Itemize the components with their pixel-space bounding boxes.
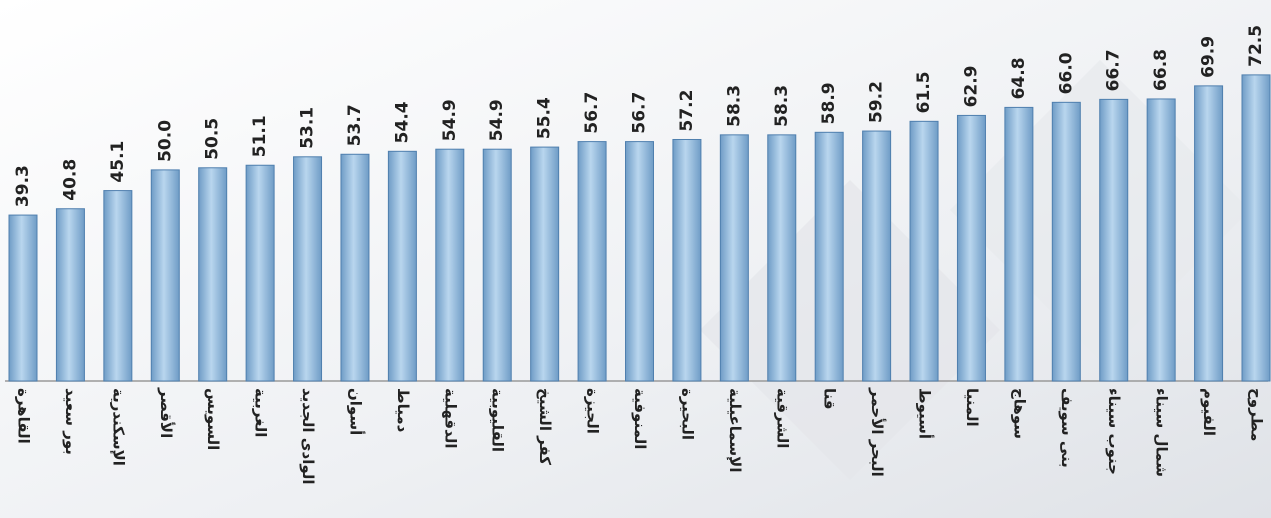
bar [55,208,85,382]
bar [767,134,797,382]
x-tick-label: كفر الشيخ [536,388,554,465]
bar [530,146,560,382]
x-tick-label: القاهرة [15,388,33,444]
value-label: 56.7 [582,92,602,134]
bar [1241,74,1271,382]
x-tick-label: القليوبية [489,388,507,452]
value-label: 69.9 [1199,36,1219,78]
x-tick-label: جنوب سيناء [1105,388,1123,475]
bar [625,141,654,382]
bar [814,131,844,382]
bar [1004,106,1034,382]
value-label: 50.0 [155,120,175,162]
x-tick-label: الدقهلية [441,388,459,449]
bar [387,150,417,382]
x-tick-label: شمال سيناء [1153,388,1171,477]
bar [1146,98,1176,382]
x-tick-label: الجيزة [584,388,602,434]
bar [1051,101,1081,382]
value-label: 45.1 [108,141,128,183]
bar [245,164,275,382]
value-label: 53.7 [345,104,365,146]
x-tick-label: الإسماعيلية [726,388,744,472]
value-label: 57.2 [677,90,697,132]
value-label: 51.1 [250,115,270,157]
x-tick-label: دمياط [394,388,412,433]
value-label: 50.5 [203,118,223,160]
x-tick-label: المنيا [963,388,981,427]
bar [1099,98,1129,382]
x-tick-label: الوادى الجديد [299,388,317,485]
x-tick-label: الشرقية [773,388,791,448]
bar [577,141,607,382]
value-label: 72.5 [1246,25,1266,67]
bar [862,130,892,382]
value-label: 54.4 [392,101,412,143]
value-label: 62.9 [961,65,981,107]
x-tick-label: بور سعيد [62,388,80,455]
bar [909,120,939,382]
value-label: 66.8 [1151,49,1171,91]
bar [8,214,38,382]
value-label: 39.3 [13,165,33,207]
x-tick-label: السويس [204,388,222,450]
x-tick-label: أسيوط [916,388,935,439]
x-tick-label: أسوان [346,388,365,435]
value-label: 53.1 [298,107,318,149]
value-label: 40.8 [60,159,80,201]
bar [956,114,986,382]
x-tick-label: البحيرة [678,388,696,440]
value-label: 59.2 [867,81,887,123]
value-label: 58.3 [724,85,744,127]
value-label: 66.7 [1104,49,1124,91]
x-tick-label: سوهاج [1010,388,1028,439]
bar [340,153,370,382]
x-tick-label: الأقصر [157,387,175,438]
bar [1194,85,1224,382]
bar [672,138,702,382]
bar [435,148,465,382]
value-label: 61.5 [914,71,934,113]
x-tick-label: مطروح [1248,388,1266,441]
bar [103,190,133,382]
bar [150,169,180,382]
x-tick-label: قنا [821,388,839,410]
value-label: 54.9 [487,99,507,141]
bar [198,167,228,382]
x-tick-label: البحر الأحمر [868,387,886,477]
x-tick-label: الإسكندرية [109,388,127,466]
value-label: 58.3 [772,85,792,127]
value-label: 54.9 [440,99,460,141]
value-label: 66.0 [1056,52,1076,94]
x-tick-label: بنى سويف [1058,388,1076,468]
value-label: 56.7 [630,92,650,134]
bar [482,148,512,382]
x-tick-label: المنوفية [631,388,649,449]
bar [719,134,749,382]
value-label: 55.4 [535,97,555,139]
value-label: 58.9 [819,82,839,124]
bar [293,156,323,382]
x-tick-label: الفيوم [1200,388,1218,436]
value-label: 64.8 [1009,57,1029,99]
x-tick-label: الغربية [252,388,270,437]
